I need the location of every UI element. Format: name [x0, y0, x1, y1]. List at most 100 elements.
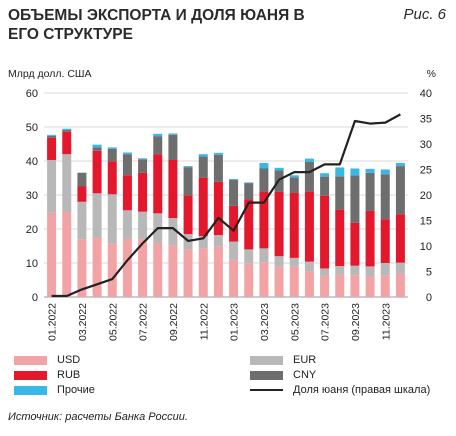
right-tick-label: 40 — [420, 88, 432, 100]
bar-segment-rub — [92, 150, 102, 194]
bar-segment-eur — [304, 261, 314, 272]
legend-label-cny: CNY — [293, 369, 317, 381]
bar-segment-other — [198, 154, 208, 157]
x-tick-label: 09.2022 — [168, 303, 180, 341]
bar-segment-eur — [350, 265, 360, 276]
chart-legend: USD RUB Прочие EUR CNY Доля юаня (правая… — [14, 354, 444, 400]
bar-segment-cny — [365, 172, 375, 211]
bar-segment-rub — [183, 195, 193, 235]
bar-segment-usd — [92, 237, 102, 297]
source-note: Источник: расчеты Банка России. — [8, 411, 188, 423]
legend-label-rub: RUB — [57, 369, 81, 381]
bar-segment-cny — [153, 136, 163, 155]
legend-item-line: Доля юаня (правая шкала) — [250, 384, 430, 396]
bar-segment-other — [122, 152, 132, 155]
bar-segment-rub — [259, 191, 269, 249]
right-tick-label: 20 — [420, 190, 432, 202]
bar-segment-rub — [47, 137, 57, 160]
bar-segment-other — [380, 169, 390, 175]
bar-segment-usd — [244, 263, 254, 297]
bar-segment-eur — [320, 268, 330, 276]
x-tick-label: 01.2022 — [47, 303, 59, 341]
line-series-yuan-share — [51, 113, 401, 298]
bar-segment-usd — [320, 275, 330, 297]
bar-segment-cny — [183, 167, 193, 196]
bar-segment-other — [244, 182, 254, 184]
bar-segment-other — [289, 175, 299, 178]
bar-segment-eur — [274, 256, 284, 267]
legend-item-usd: USD — [14, 354, 80, 366]
bar-segment-eur — [138, 211, 148, 240]
bar-segment-cny — [395, 166, 405, 215]
bar-segment-rub — [122, 175, 132, 211]
right-tick-label: 10 — [420, 241, 432, 253]
bar-segment-other — [304, 158, 314, 163]
left-tick-label: 50 — [26, 122, 38, 134]
bar-segment-eur — [122, 210, 132, 239]
x-tick-label: 03.2022 — [77, 303, 89, 341]
x-tick-label: 07.2022 — [138, 303, 150, 341]
bar-segment-cny — [107, 148, 117, 162]
legend-item-eur: EUR — [250, 354, 316, 366]
bar-segment-cny — [92, 147, 102, 151]
chart-title: ОБЪЕМЫ ЭКСПОРТА И ДОЛЯ ЮАНЯ В ЕГО СТРУКТ… — [8, 7, 305, 43]
bar-segment-rub — [62, 131, 72, 155]
bar-segment-usd — [335, 274, 345, 297]
bar-segment-other — [259, 163, 269, 169]
bar-segment-other — [229, 179, 239, 181]
bar-segment-other — [183, 166, 193, 168]
left-tick-label: 40 — [26, 156, 38, 168]
bar-segment-other — [395, 163, 405, 167]
x-tick-label: 07.2023 — [320, 303, 332, 341]
x-tick-label: 05.2023 — [289, 303, 301, 341]
bar-segment-cny — [47, 135, 57, 138]
legend-swatch-rub — [14, 370, 47, 380]
bar-segment-usd — [47, 212, 57, 297]
bar-segment-eur — [213, 235, 223, 247]
right-tick-label: 30 — [420, 139, 432, 151]
legend-label-usd: USD — [57, 354, 81, 366]
bar-segment-other — [320, 173, 330, 177]
bar-segment-cny — [213, 154, 223, 182]
bar-segment-other — [138, 158, 148, 160]
bar-segment-rub — [304, 191, 314, 262]
bar-segment-rub — [365, 210, 375, 267]
bar-segment-rub — [168, 159, 178, 219]
bar-segment-eur — [168, 218, 178, 246]
x-tick-label: 01.2023 — [229, 303, 241, 341]
bar-segment-rub — [77, 186, 87, 202]
bar-segment-cny — [229, 180, 239, 206]
left-tick-label: 10 — [26, 258, 38, 270]
bar-segment-rub — [229, 205, 239, 242]
bar-segment-rub — [335, 209, 345, 267]
bar-segment-rub — [320, 195, 330, 269]
bar-segment-rub — [289, 192, 299, 258]
bar-segment-other — [350, 168, 360, 176]
bar-segment-cny — [168, 134, 178, 160]
bar-segment-eur — [259, 248, 269, 263]
legend-item-rub: RUB — [14, 369, 80, 381]
legend-swatch-usd — [14, 355, 47, 365]
x-tick-label: 09.2023 — [350, 303, 362, 341]
bar-segment-cny — [259, 168, 269, 192]
bar-segment-eur — [47, 159, 57, 213]
bar-segment-usd — [274, 266, 284, 297]
bar-segment-eur — [365, 266, 375, 277]
bar-segment-other — [213, 152, 223, 155]
x-tick-label: 05.2022 — [107, 303, 119, 341]
bar-segment-eur — [395, 262, 405, 274]
bar-segment-other — [365, 168, 375, 173]
legend-swatch-cny — [250, 370, 283, 380]
bar-segment-other — [153, 133, 163, 137]
bar-segment-rub — [244, 199, 254, 250]
right-tick-label: 0 — [426, 292, 432, 304]
bar-segment-other — [107, 147, 117, 149]
right-tick-label: 35 — [420, 114, 432, 126]
bar-segment-eur — [380, 263, 390, 276]
bar-segment-other — [274, 167, 284, 171]
bar-segment-rub — [350, 222, 360, 266]
bar-segment-eur — [107, 194, 117, 244]
legend-item-cny: CNY — [250, 369, 316, 381]
bar-segment-eur — [77, 201, 87, 240]
